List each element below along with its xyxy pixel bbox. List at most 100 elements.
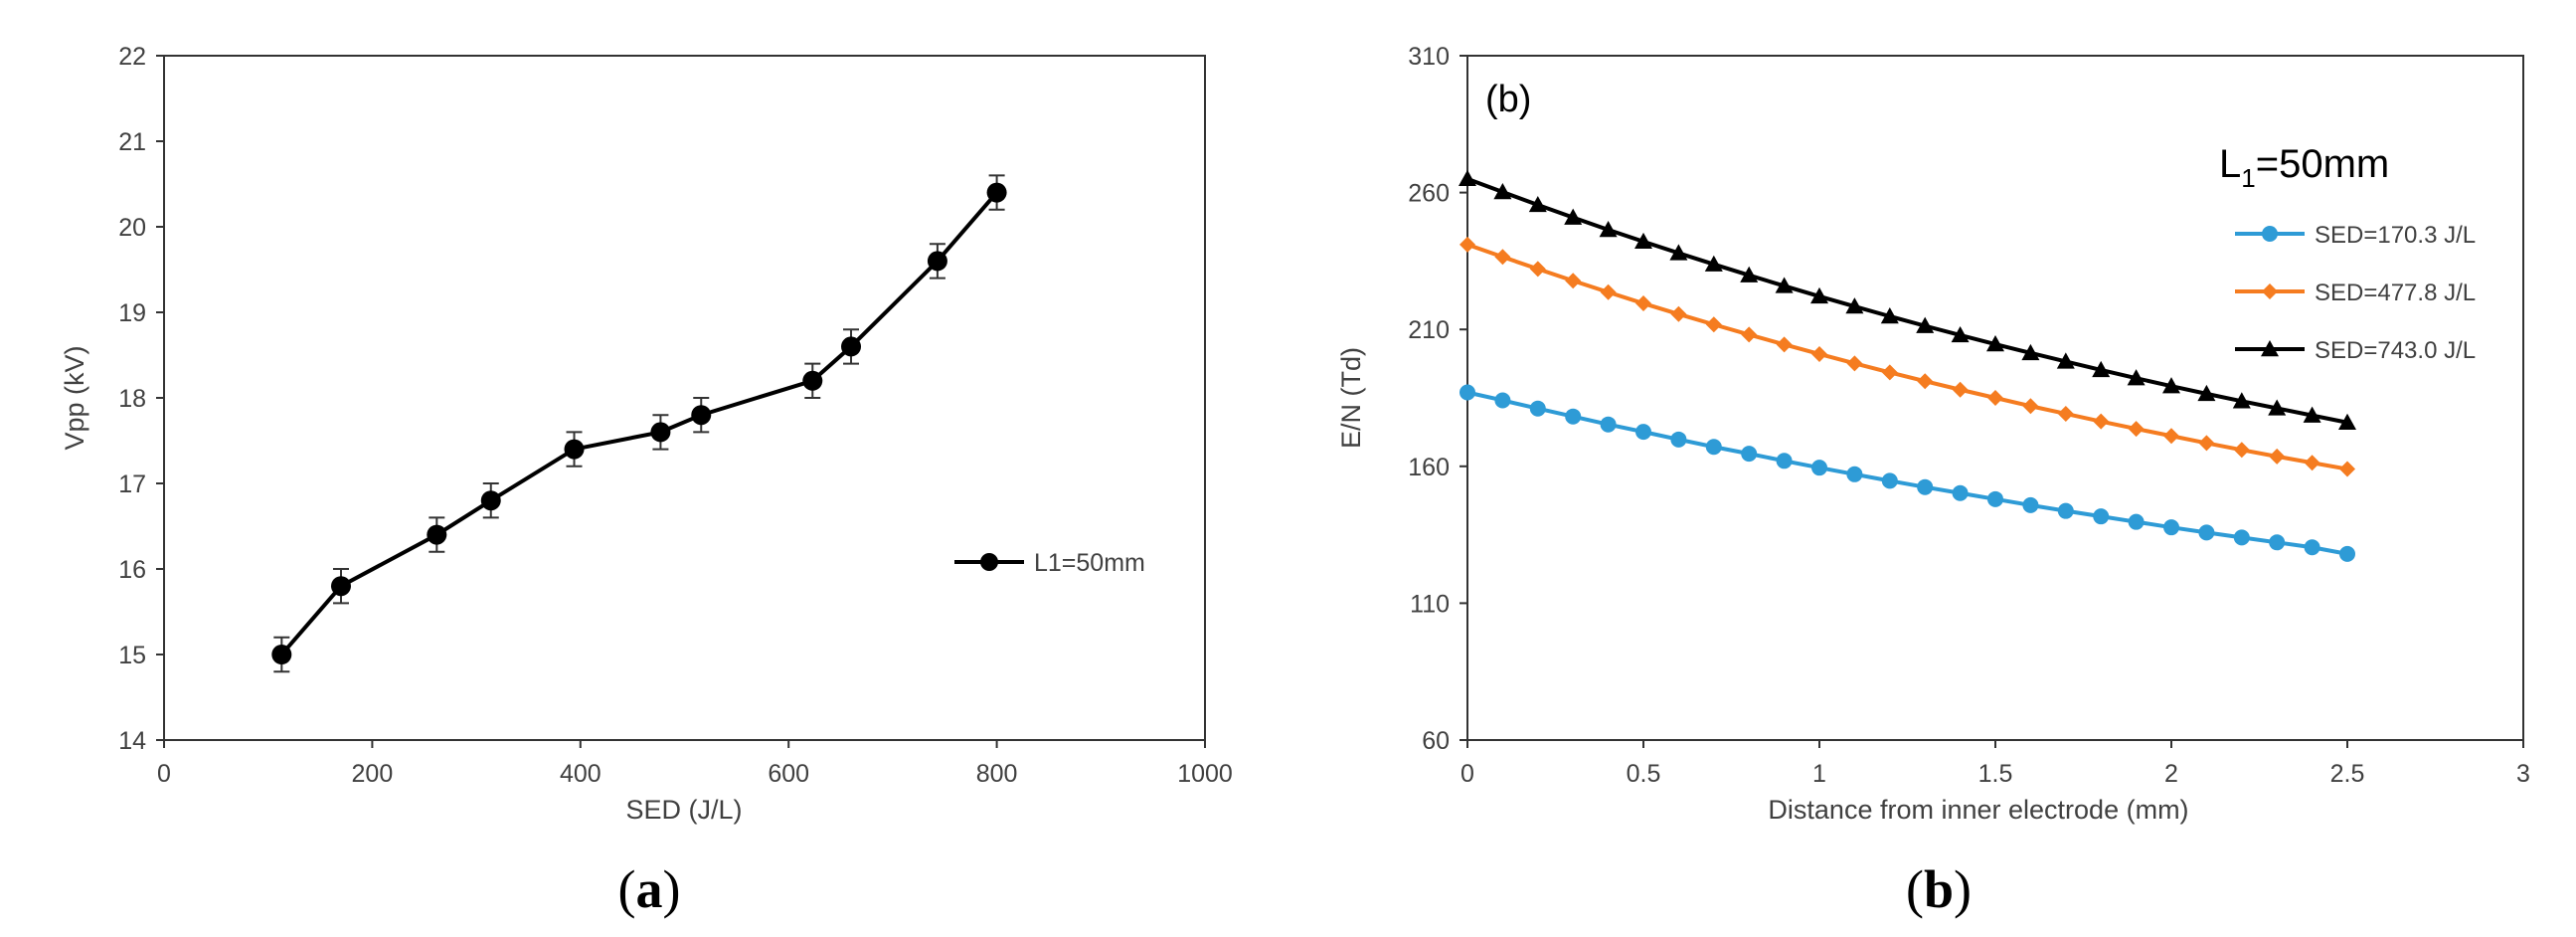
data-point: [1776, 336, 1793, 353]
data-point: [1881, 472, 1898, 489]
data-point: [1705, 439, 1722, 456]
data-point: [1986, 335, 2004, 352]
x-tick-label: 2.5: [2330, 760, 2365, 788]
data-point: [1460, 236, 1475, 253]
data-point: [1845, 297, 1864, 314]
data-point: [2093, 413, 2110, 430]
data-point: [2093, 508, 2110, 525]
data-point: [1565, 273, 1582, 289]
data-point: [2128, 513, 2145, 530]
y-tick-label: 16: [118, 556, 146, 584]
data-point: [2233, 529, 2250, 546]
legend-marker-a: [980, 553, 998, 571]
data-point: [927, 251, 947, 272]
x-tick-label: 1.5: [1978, 760, 2013, 788]
data-point: [480, 490, 501, 511]
x-axis-label-b: Distance from inner electrode (mm): [1768, 795, 2188, 825]
annotation-l1: L1=50mm: [2219, 142, 2389, 193]
y-axis-b: 60 110 160 210 260 310: [1408, 43, 1467, 755]
data-point: [1565, 408, 1582, 425]
data-point: [1951, 325, 1970, 343]
data-point: [1740, 266, 1759, 282]
data-point: [2022, 398, 2039, 415]
data-point: [2339, 545, 2355, 562]
y-tick-label: 160: [1408, 454, 1450, 481]
data-point: [1600, 416, 1617, 433]
x-axis-a: 0 200 400 600 800 1000: [157, 740, 1233, 788]
data-point: [1634, 232, 1652, 250]
data-point: [2198, 524, 2215, 541]
data-point: [1705, 316, 1722, 333]
legend-marker: [2262, 226, 2278, 242]
x-tick-label: 600: [768, 760, 809, 788]
data-point: [1635, 424, 1651, 441]
data-point: [1916, 316, 1935, 333]
y-tick-label: 22: [118, 43, 146, 71]
x-tick-label: 1000: [1177, 760, 1233, 788]
y-tick-label: 17: [118, 470, 146, 498]
x-tick-label: 2: [2164, 760, 2178, 788]
x-axis-b: 0 0.5 1 1.5 2 2.5 3: [1460, 740, 2530, 788]
legend-label: SED=743.0 J/L: [2315, 337, 2476, 364]
y-axis-label-a: Vpp (kV): [60, 345, 89, 450]
chart-panel-b: 60 110 160 210 260 310 0 0.5 1 1.5 2 2.5 3 Distance…: [1336, 43, 2530, 919]
x-tick-label: 0: [1460, 760, 1474, 788]
data-point: [1704, 255, 1723, 272]
series-line: [1466, 390, 2348, 556]
data-point: [564, 439, 585, 460]
y-tick-label: 110: [1410, 590, 1450, 618]
panel-label-b: (b): [1485, 79, 1531, 120]
x-tick-label: 200: [352, 760, 394, 788]
data-point: [2021, 343, 2040, 361]
caption-b: (b): [1906, 859, 1972, 919]
data-point: [2163, 519, 2179, 536]
data-point: [1670, 431, 1687, 448]
data-point: [2269, 448, 2286, 465]
data-point: [2128, 421, 2145, 438]
y-tick-label: 210: [1408, 316, 1450, 344]
legend-marker: [2262, 283, 2278, 299]
data-point: [1529, 400, 1546, 417]
data-point: [1846, 466, 1863, 482]
series-a: [271, 174, 1007, 673]
data-point: [1564, 208, 1583, 225]
data-point: [1635, 295, 1651, 312]
data-point: [1741, 446, 1758, 463]
x-tick-label: 800: [976, 760, 1018, 788]
data-point: [1670, 305, 1687, 322]
y-tick-label: 260: [1408, 180, 1450, 208]
y-tick-label: 19: [118, 299, 146, 327]
data-point: [1494, 392, 1511, 409]
legend-label-a: L1=50mm: [1034, 549, 1145, 577]
plot-area-a: [163, 55, 1206, 741]
data-point: [1987, 490, 2003, 507]
data-point: [2338, 413, 2356, 430]
data-point: [1987, 390, 2003, 406]
y-tick-label: 15: [118, 642, 146, 669]
legend-label: SED=170.3 J/L: [2315, 222, 2476, 249]
data-point: [1494, 249, 1511, 266]
data-point: [2304, 455, 2320, 471]
x-tick-label: 3: [2516, 760, 2530, 788]
data-point: [2163, 428, 2179, 445]
x-tick-label: 0.5: [1627, 760, 1661, 788]
data-point: [2022, 496, 2039, 513]
data-point: [2056, 352, 2075, 369]
legend-label: SED=477.8 J/L: [2315, 280, 2476, 306]
data-point: [1952, 381, 1969, 398]
data-point: [1917, 478, 1934, 495]
data-point: [1741, 326, 1758, 343]
series-line: [1466, 243, 2348, 471]
chart-panel-a: 14 15 16 17 18 19 20 21 22 0 200 400 600 800 1000 SED…: [60, 43, 1233, 919]
x-axis-label-a: SED (J/L): [625, 795, 742, 825]
y-tick-label: 310: [1408, 43, 1450, 71]
data-point: [2057, 405, 2074, 422]
data-point: [1669, 244, 1688, 261]
data-point: [2092, 360, 2111, 378]
series-line: [1466, 176, 2348, 425]
data-point: [1880, 306, 1899, 324]
data-point: [1528, 195, 1547, 213]
data-point: [1776, 453, 1793, 469]
data-point: [1811, 345, 1827, 362]
